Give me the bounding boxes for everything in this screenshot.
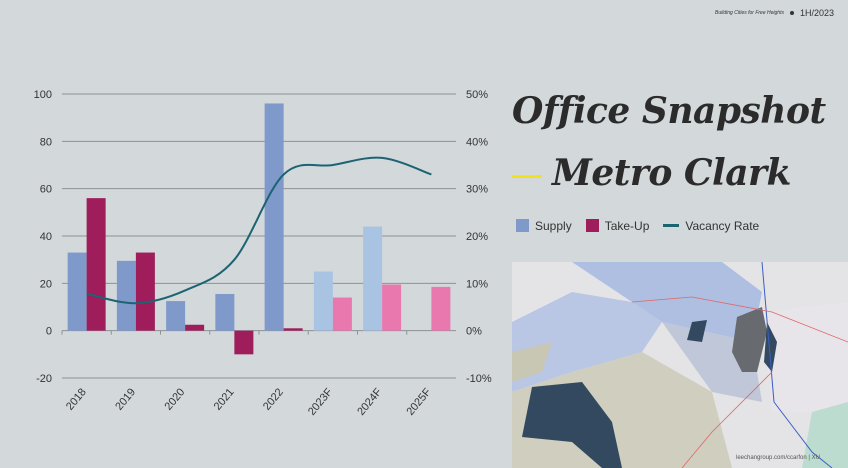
y2-tick-label: 50% [466, 89, 488, 101]
take-up-bar [283, 328, 303, 331]
x-tick-label: 2025F [404, 386, 433, 418]
supply-bar [215, 293, 235, 331]
header-subtitle: Building Cities for Free Heights [715, 10, 784, 16]
supply-bar [67, 252, 87, 331]
y-tick-label: 80 [40, 136, 52, 148]
y-tick-label: 0 [46, 326, 52, 338]
y2-tick-label: -10% [466, 373, 492, 385]
office-chart: -20 -10% 0 0% 20 10% 40 20% 60 30% 80 40% 100 50% 2018… [34, 89, 492, 418]
map-attribution: leechangroup.com/ccarfon | XU [736, 455, 820, 461]
location-map [512, 262, 848, 468]
legend-take-up: Take-Up [585, 219, 649, 233]
bullet-icon [789, 11, 794, 15]
y2-tick-label: 10% [466, 278, 488, 290]
take-up-bar [86, 198, 106, 331]
x-tick-label: 2020 [162, 386, 187, 412]
y2-tick-label: 40% [466, 136, 488, 148]
legend-supply: Supply [516, 219, 572, 233]
x-tick-label: 2023F [306, 386, 335, 418]
take-up-bar [185, 324, 205, 331]
x-tick-label: 2024F [355, 386, 384, 418]
supply-bar [166, 301, 186, 331]
legend: Supply Take-Up Vacancy Rate [516, 219, 759, 233]
x-tick-label: 2021 [212, 386, 237, 412]
supply-bar [264, 103, 284, 331]
vacancy-rate-line [86, 156, 432, 305]
y-tick-label: 40 [40, 231, 52, 243]
y2-tick-label: 0% [466, 326, 482, 338]
y2-tick-label: 30% [466, 184, 488, 196]
take-up-bar [135, 252, 155, 331]
y-tick-label: 100 [34, 89, 52, 101]
legend-vacancy-rate: Vacancy Rate [663, 219, 759, 233]
x-tick-label: 2022 [261, 386, 286, 412]
y-tick-label: 60 [40, 184, 52, 196]
take-up-bar [332, 297, 352, 331]
title-line2: Metro Clark [552, 152, 791, 194]
supply-bar [116, 260, 136, 331]
supply-bar [313, 271, 333, 331]
title-line1: Office Snapshot [512, 90, 826, 132]
take-up-bar [234, 330, 254, 355]
title-dash [512, 175, 542, 178]
header: Building Cities for Free Heights 1H/2023 [715, 8, 834, 18]
x-tick-label: 2018 [64, 386, 89, 412]
supply-bar [363, 226, 383, 331]
y-tick-label: -20 [36, 373, 52, 385]
take-up-bar [382, 284, 402, 331]
y-tick-label: 20 [40, 278, 52, 290]
y2-tick-label: 20% [466, 231, 488, 243]
header-period: 1H/2023 [799, 8, 834, 18]
take-up-bar [431, 286, 451, 331]
x-tick-label: 2019 [113, 386, 138, 412]
